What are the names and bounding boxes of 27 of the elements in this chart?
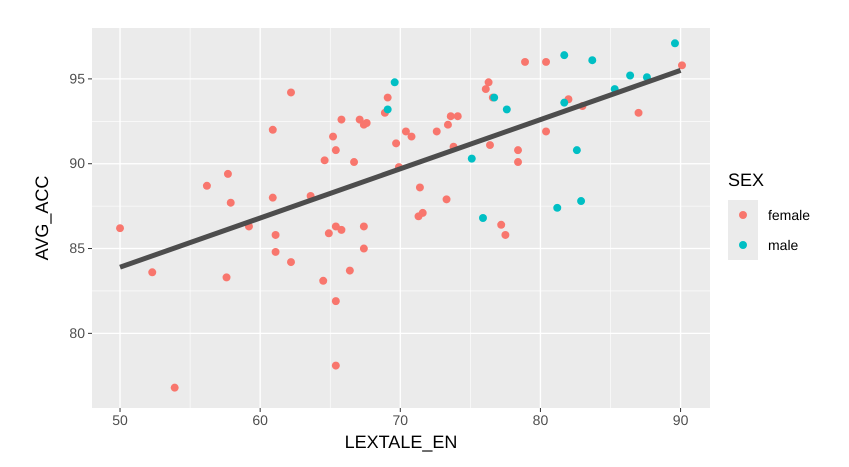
point [560, 51, 568, 60]
legend-title: SEX [728, 170, 764, 190]
point [572, 146, 581, 154]
x-tick-label: 60 [252, 412, 268, 428]
y-axis-title: AVG_ACC [32, 176, 52, 260]
x-tick-label: 50 [112, 412, 128, 428]
y-tick-label: 95 [69, 70, 86, 86]
y-tick-label: 80 [69, 324, 86, 341]
legend-label: male [768, 237, 799, 253]
y-tick-label: 90 [69, 155, 86, 172]
point [384, 105, 392, 114]
x-tick-label: 80 [532, 412, 548, 428]
point [390, 78, 399, 86]
x-tick-label: 70 [392, 412, 408, 428]
point [560, 98, 568, 107]
point [588, 56, 596, 64]
legend-label: female [768, 207, 810, 223]
x-axis-title: LEXTALE_EN [344, 432, 458, 452]
x-tick-label: 90 [672, 412, 689, 428]
y-tick-label: 85 [69, 240, 86, 256]
point [553, 204, 562, 212]
point [478, 214, 487, 222]
point [468, 154, 476, 163]
point [670, 39, 679, 48]
point [577, 197, 586, 206]
point [502, 105, 511, 114]
point [626, 72, 634, 80]
